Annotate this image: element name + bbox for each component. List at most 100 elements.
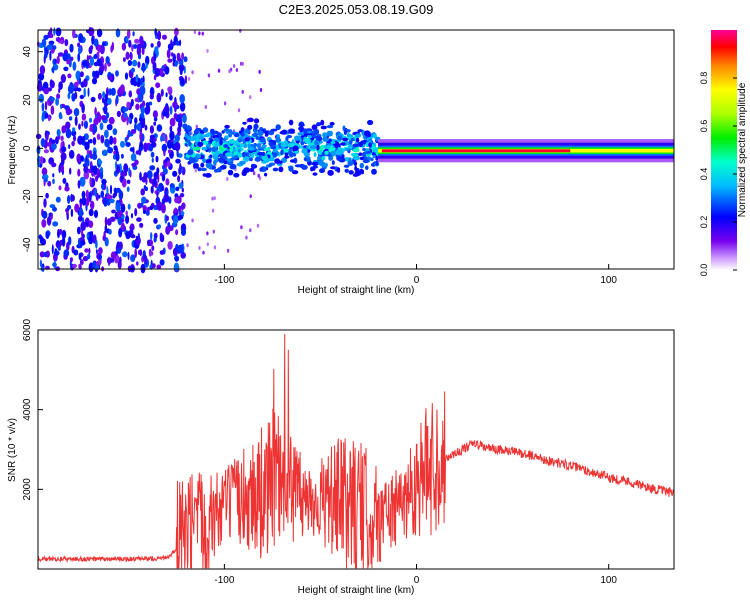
heatmap-cell	[131, 162, 137, 167]
heatmap-cell	[128, 167, 131, 177]
heatmap-cell	[281, 129, 288, 135]
heatmap-cell	[151, 245, 155, 251]
heatmap-cell	[88, 220, 94, 228]
heatmap-cell	[341, 154, 345, 159]
heatmap-cell	[119, 84, 125, 95]
heatmap-cell	[161, 174, 166, 182]
heatmap-cell	[67, 73, 72, 79]
heatmap-cell	[154, 28, 157, 37]
heatmap-cell	[56, 93, 61, 100]
heatmap-cell	[39, 259, 43, 268]
heatmap-cell	[140, 188, 145, 196]
heatmap-cell	[149, 165, 156, 171]
heatmap-cell	[365, 150, 372, 155]
snr-y-label: SNR (10 * v/v)	[7, 418, 18, 482]
heatmap-cell	[76, 226, 81, 235]
heatmap-cell	[359, 162, 364, 169]
heatmap-cell	[316, 144, 320, 151]
heatmap-cell	[52, 45, 57, 50]
heatmap-cell	[135, 150, 141, 155]
heatmap-cell	[77, 135, 84, 145]
heatmap-cell	[78, 123, 81, 130]
heatmap-cell	[150, 185, 154, 194]
heatmap-cell	[176, 149, 179, 158]
heatmap-cell	[161, 143, 168, 153]
heatmap-cell	[84, 141, 90, 151]
heatmap-cell	[139, 131, 143, 142]
heatmap-cell	[175, 229, 179, 236]
spectrogram-x-ticks: -100 0 100	[214, 264, 617, 286]
heatmap-cell	[105, 112, 110, 119]
heatmap-cell	[169, 130, 175, 141]
heatmap-cell	[93, 165, 98, 175]
heatmap-cell	[77, 215, 83, 222]
heatmap-cell	[80, 221, 86, 231]
heatmap-cell	[44, 52, 48, 59]
heatmap-cell	[78, 46, 82, 55]
heatmap-cell	[181, 203, 184, 211]
heatmap-cell	[169, 94, 173, 101]
heatmap-cell	[136, 217, 142, 222]
heatmap-cell	[151, 263, 156, 269]
heatmap-cell	[244, 152, 250, 157]
heatmap-cell	[180, 228, 187, 236]
heatmap-cell	[145, 62, 148, 69]
heatmap-cell	[344, 157, 350, 162]
heatmap-cell	[181, 187, 184, 193]
heatmap-cell	[272, 167, 279, 172]
heatmap-cell	[173, 40, 176, 46]
heatmap-cell	[97, 45, 101, 54]
heatmap-cell	[125, 51, 130, 60]
heatmap-cell	[101, 149, 108, 156]
heatmap-cell	[227, 169, 234, 176]
heatmap-cell	[108, 88, 112, 96]
heatmap-cell	[288, 166, 294, 172]
spectrogram-panel: -100 0 100 40 20 0 -20 -40 Height of straight …	[7, 26, 675, 296]
heatmap-cell	[366, 156, 372, 161]
heatmap-cell	[340, 142, 346, 146]
heatmap-cell	[371, 168, 377, 175]
heatmap-cell	[134, 208, 138, 217]
heatmap-cell	[69, 43, 74, 53]
heatmap-cell	[253, 171, 256, 176]
heatmap-cell	[253, 123, 259, 130]
heatmap-cell	[156, 264, 162, 270]
heatmap-cell	[122, 57, 126, 62]
heatmap-cell	[69, 260, 72, 267]
heatmap-cell	[290, 159, 296, 163]
heatmap-cell	[280, 149, 284, 156]
heatmap-cell	[109, 184, 113, 195]
heatmap-cell	[128, 90, 133, 98]
heatmap-cell	[278, 166, 284, 173]
heatmap-cell	[217, 157, 225, 163]
heatmap-cell	[281, 157, 287, 163]
colorbar-gradient	[711, 30, 737, 270]
heatmap-cell	[261, 159, 268, 164]
heatmap-cell	[135, 74, 139, 83]
heatmap-cell	[148, 251, 154, 256]
heatmap-cell	[149, 134, 155, 140]
spectrogram-cells	[35, 26, 674, 274]
heatmap-cell	[134, 248, 137, 259]
heatmap-cell	[83, 78, 88, 88]
heatmap-cell	[49, 50, 52, 61]
heatmap-cell	[149, 93, 154, 100]
heatmap-cell	[74, 81, 79, 88]
heatmap-cell	[305, 158, 311, 163]
heatmap-cell	[194, 145, 200, 151]
heatmap-cell	[263, 147, 270, 152]
heatmap-cell	[236, 144, 241, 148]
heatmap-cell	[62, 177, 67, 184]
heatmap-cell	[73, 134, 76, 142]
heatmap-cell	[189, 157, 196, 164]
heatmap-cell	[179, 205, 182, 216]
heatmap-cell	[115, 94, 119, 105]
heatmap-cell	[86, 54, 89, 64]
heatmap-cell	[52, 206, 57, 212]
heatmap-cell	[82, 255, 89, 262]
heatmap-cell	[108, 75, 113, 81]
heatmap-cell	[195, 163, 199, 169]
heatmap-cell	[113, 145, 118, 151]
heatmap-cell	[83, 166, 89, 174]
heatmap-cell	[60, 74, 67, 83]
